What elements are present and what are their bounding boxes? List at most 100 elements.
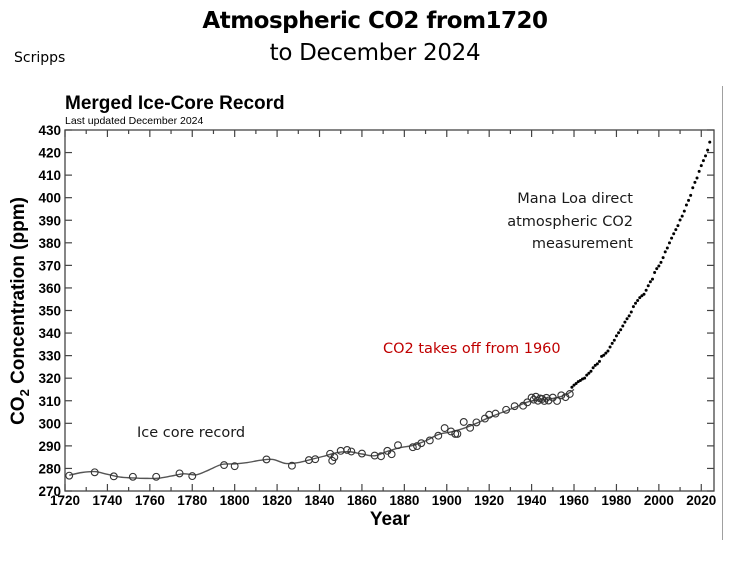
source-label: Scripps [14,50,66,66]
mauna-loa-point [629,310,633,314]
mauna-loa-point [697,169,701,173]
ice-core-sample-point [262,455,271,464]
y-tick-label: 320 [38,371,61,386]
y-tick-label: 270 [38,484,61,499]
ice-core-sample-point [377,452,385,461]
ice-core-sample-point [311,455,320,464]
series-layer [65,140,712,481]
x-tick-label: 1720 [50,493,80,508]
y-tick-label: 340 [38,326,61,341]
mauna-loa-point [572,383,576,387]
y-tick-label: 360 [38,281,61,296]
y-tick-label: 280 [38,461,61,476]
x-tick-label: 1960 [559,493,589,508]
y-tick-label: 310 [38,394,61,409]
y-tick-label: 420 [38,146,61,161]
y-tick-label: 370 [38,258,61,273]
mauna-loa-point [644,288,648,292]
plot-frame [64,129,715,492]
mauna-loa-point [672,232,676,236]
y-axis-ticks: 270 280 290 300 310 320 330 340 350 360 370 380 390 4… [38,123,714,499]
mauna-loa-point [648,280,652,284]
annotation-mauna-loa-line3: measurement [532,236,633,252]
mauna-loa-point [595,362,599,366]
y-tick-label: 390 [38,213,61,228]
ice-core-sample-point [459,418,468,426]
mauna-loa-point [602,353,606,357]
mauna-loa-point [621,324,625,328]
mauna-loa-point [614,334,618,338]
mauna-loa-point [701,159,705,163]
mauna-loa-point [642,292,646,296]
y-tick-label: 430 [38,123,61,138]
x-tick-label: 2000 [644,493,674,508]
mauna-loa-point [638,296,642,300]
mauna-loa-point [695,176,699,180]
ice-core-sample-point [523,398,532,407]
y-axis-title-main: CO [8,396,29,425]
mauna-loa-point [682,209,686,213]
mauna-loa-point [634,301,638,305]
ice-core-sample-point [128,472,137,481]
ice-core-sample-point [330,453,339,462]
mauna-loa-point [589,369,593,373]
mauna-loa-point [574,382,578,386]
mauna-loa-point [646,284,650,288]
mauna-loa-point [608,345,612,349]
mauna-loa-point [676,224,680,228]
ice-core-sample-point [357,449,366,458]
mauna-loa-point [631,305,635,309]
ice-core-sample-point [230,462,239,471]
y-axis-title-rest: Concentration (ppm) [8,197,29,389]
mauna-loa-point [684,203,688,207]
mauna-loa-point [623,320,627,324]
ice-core-sample-point [472,418,481,427]
ice-core-sample-point [557,391,566,400]
x-tick-label: 1760 [135,493,165,508]
ice-core-sample-point [527,393,536,402]
ice-core-sample-point [425,436,434,445]
annotation-mauna-loa-line1: Mana Loa direct [517,191,633,207]
y-tick-label: 350 [38,304,61,319]
mauna-loa-point [706,148,710,152]
ice-core-sample-point [434,431,443,440]
mauna-loa-point [583,376,587,380]
y-tick-label: 400 [38,191,61,206]
mauna-loa-point [663,250,667,254]
mauna-loa-point [570,385,574,389]
y-axis-title: CO2 Concentration (ppm) [8,197,32,425]
mauna-loa-point [659,260,663,264]
annotation-mauna-loa-line2: atmospheric CO2 [507,214,633,230]
mauna-loa-point [610,341,614,345]
y-axis-title-subscript: 2 [17,389,32,396]
mauna-loa-point [640,294,644,298]
x-tick-label: 1860 [347,493,377,508]
ice-core-sample-point [553,397,562,405]
mauna-loa-point [655,267,659,271]
mauna-loa-point [680,214,684,218]
ice-core-sample-point [510,402,519,411]
ice-core-sample-point [394,441,402,450]
mauna-loa-point [674,228,678,232]
mauna-loa-point [597,359,601,363]
mauna-loa-point [578,378,582,382]
ice-core-sample-point [466,423,475,432]
ice-core-sample-point [347,447,356,456]
plot-title: Merged Ice-Core Record [65,93,285,114]
ice-core-sample-point [491,409,500,418]
x-tick-label: 1980 [601,493,631,508]
x-tick-label: 1780 [177,493,207,508]
ice-core-sample-point [220,461,229,470]
ice-core-sample-point [408,443,417,452]
mauna-loa-point [650,277,654,281]
mauna-loa-point [612,338,616,342]
y-tick-label: 300 [38,416,61,431]
mauna-loa-point [593,363,597,367]
ice-core-sample-point [502,405,511,414]
ice-core-sample-point [188,472,197,481]
mauna-loa-point [653,271,657,275]
annotation-ice-core: Ice core record [137,425,245,441]
ice-core-sample-point [343,445,352,454]
x-tick-label: 1880 [389,493,419,508]
slide-subtitle: to December 2024 [269,40,481,66]
